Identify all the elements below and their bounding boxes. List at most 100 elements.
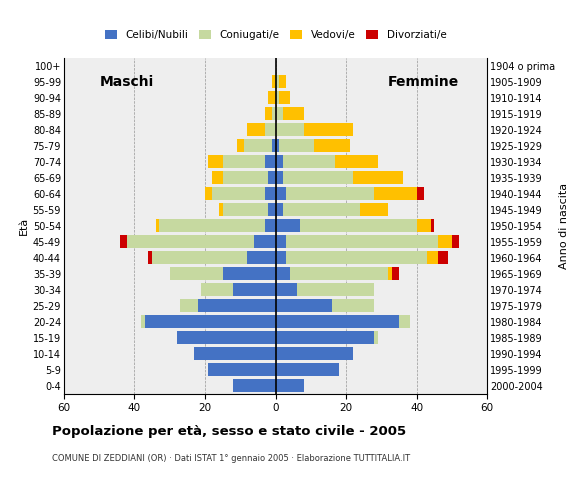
Bar (276, 155, 282, 168)
Bar (276, 187, 286, 201)
Bar (276, 347, 353, 360)
Bar (142, 315, 145, 328)
Bar (198, 299, 276, 312)
Bar (279, 75, 286, 88)
Bar (223, 267, 276, 280)
Bar (219, 203, 223, 216)
Bar (300, 219, 416, 232)
Bar (431, 219, 434, 232)
Bar (282, 155, 335, 168)
Bar (276, 203, 282, 216)
Bar (237, 139, 244, 153)
Bar (212, 187, 265, 201)
Bar (180, 299, 198, 312)
Bar (276, 75, 279, 88)
Bar (128, 235, 254, 249)
Bar (416, 187, 423, 201)
Bar (304, 123, 353, 136)
Bar (205, 187, 212, 201)
Text: Femmine: Femmine (388, 74, 459, 89)
Bar (223, 171, 269, 184)
Bar (392, 267, 399, 280)
Bar (265, 107, 272, 120)
Bar (314, 139, 350, 153)
Bar (286, 187, 374, 201)
Bar (269, 203, 276, 216)
Bar (272, 107, 276, 120)
Bar (208, 155, 223, 168)
Y-axis label: Anno di nascita: Anno di nascita (559, 182, 569, 269)
Bar (360, 203, 389, 216)
Bar (265, 155, 276, 168)
Bar (194, 347, 276, 360)
Bar (276, 299, 332, 312)
Bar (282, 107, 304, 120)
Bar (254, 235, 276, 249)
Bar (438, 235, 452, 249)
Text: Maschi: Maschi (100, 74, 154, 89)
Bar (276, 363, 339, 376)
Bar (452, 235, 459, 249)
Bar (399, 315, 409, 328)
Bar (265, 219, 276, 232)
Bar (427, 251, 438, 264)
Bar (233, 379, 276, 392)
Bar (389, 267, 392, 280)
Y-axis label: Età: Età (19, 216, 28, 235)
Bar (247, 123, 265, 136)
Bar (276, 331, 374, 345)
Bar (223, 203, 269, 216)
Bar (276, 315, 399, 328)
Bar (289, 267, 389, 280)
Bar (177, 331, 276, 345)
Bar (276, 251, 286, 264)
Bar (276, 283, 297, 296)
Bar (279, 139, 314, 153)
Bar (148, 251, 152, 264)
Text: COMUNE DI ZEDDIANI (OR) · Dati ISTAT 1° gennaio 2005 · Elaborazione TUTTITALIA.I: COMUNE DI ZEDDIANI (OR) · Dati ISTAT 1° … (52, 454, 410, 463)
Bar (276, 267, 289, 280)
Bar (286, 251, 427, 264)
Bar (223, 155, 265, 168)
Bar (265, 123, 276, 136)
Bar (374, 187, 416, 201)
Bar (332, 299, 374, 312)
Bar (282, 203, 360, 216)
Bar (212, 171, 223, 184)
Bar (208, 363, 276, 376)
Bar (276, 123, 304, 136)
Bar (297, 283, 374, 296)
Bar (279, 91, 289, 105)
Bar (233, 283, 276, 296)
Bar (272, 75, 276, 88)
Bar (353, 171, 403, 184)
Bar (265, 187, 276, 201)
Text: Popolazione per età, sesso e stato civile - 2005: Popolazione per età, sesso e stato civil… (52, 425, 407, 438)
Bar (374, 331, 378, 345)
Bar (335, 155, 378, 168)
Bar (201, 283, 233, 296)
Bar (276, 235, 286, 249)
Bar (159, 219, 265, 232)
Legend: Celibi/Nubili, Coniugati/e, Vedovi/e, Divorziati/e: Celibi/Nubili, Coniugati/e, Vedovi/e, Di… (100, 26, 451, 44)
Bar (145, 315, 276, 328)
Bar (269, 171, 276, 184)
Bar (276, 139, 279, 153)
Bar (276, 219, 300, 232)
Bar (276, 91, 279, 105)
Bar (438, 251, 448, 264)
Bar (276, 107, 282, 120)
Bar (269, 91, 276, 105)
Bar (416, 219, 431, 232)
Bar (155, 219, 159, 232)
Bar (276, 171, 282, 184)
Bar (286, 235, 438, 249)
Bar (152, 251, 247, 264)
Bar (276, 379, 304, 392)
Bar (272, 139, 276, 153)
Bar (244, 139, 272, 153)
Bar (247, 251, 276, 264)
Bar (120, 235, 128, 249)
Bar (282, 171, 353, 184)
Bar (170, 267, 223, 280)
